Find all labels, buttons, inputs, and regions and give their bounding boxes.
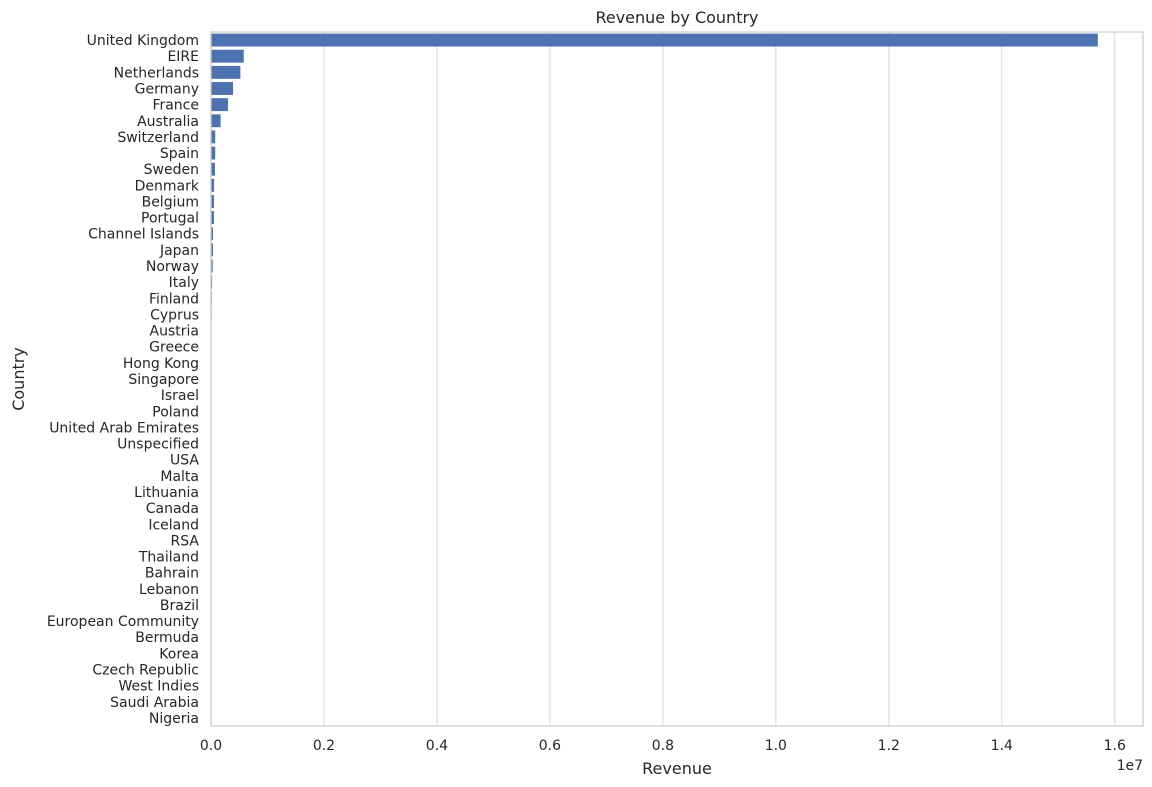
y-tick-label: Germany xyxy=(135,81,199,97)
bar xyxy=(211,114,221,128)
x-tick-label: 1.4 xyxy=(991,738,1013,754)
y-tick-label: Nigeria xyxy=(149,711,199,727)
y-tick-label: Cyprus xyxy=(150,307,199,323)
y-tick-label: Belgium xyxy=(142,194,199,210)
y-tick-label: Japan xyxy=(159,243,199,259)
bar xyxy=(211,162,215,176)
y-tick-label: RSA xyxy=(171,533,200,549)
y-tick-label: Korea xyxy=(159,646,199,662)
y-tick-label: USA xyxy=(170,453,199,469)
gridlines xyxy=(210,32,1116,726)
y-tick-label: Spain xyxy=(160,146,199,162)
x-tick-label: 1.0 xyxy=(765,738,787,754)
y-tick-label: Netherlands xyxy=(114,65,199,81)
y-tick-label: West Indies xyxy=(118,679,199,695)
x-tick-label: 0.4 xyxy=(426,738,448,754)
y-tick-label: Australia xyxy=(137,114,199,130)
y-tick-label: Sweden xyxy=(144,162,199,178)
y-tick-label: Israel xyxy=(161,388,199,404)
bar xyxy=(211,33,1098,47)
x-tick-label: 0.8 xyxy=(652,738,674,754)
y-tick-labels: United KingdomEIRENetherlandsGermanyFran… xyxy=(47,33,200,727)
bar xyxy=(211,49,244,63)
bar xyxy=(211,227,213,241)
bar xyxy=(211,259,213,273)
bar xyxy=(211,130,216,144)
y-axis-title: Country xyxy=(9,347,28,411)
y-tick-label: Bermuda xyxy=(135,630,199,646)
bar xyxy=(211,211,214,225)
plot-frame xyxy=(210,31,1144,727)
y-tick-label: Singapore xyxy=(128,372,199,388)
bar xyxy=(211,65,241,79)
y-tick-label: Iceland xyxy=(148,517,199,533)
y-tick-label: Greece xyxy=(149,340,199,356)
chart-title: Revenue by Country xyxy=(595,8,758,27)
y-tick-label: Poland xyxy=(152,404,199,420)
bar xyxy=(211,146,216,160)
bar xyxy=(211,195,214,208)
y-tick-label: Switzerland xyxy=(117,130,199,146)
y-tick-label: Denmark xyxy=(135,178,200,194)
y-tick-label: Portugal xyxy=(141,211,199,227)
x-scale-label: 1e7 xyxy=(1117,758,1143,774)
y-tick-label: Thailand xyxy=(138,550,199,566)
y-tick-label: Finland xyxy=(149,291,199,307)
y-tick-label: Saudi Arabia xyxy=(110,695,199,711)
y-tick-label: Lebanon xyxy=(139,582,199,598)
bar xyxy=(211,178,215,192)
x-tick-label: 1.2 xyxy=(878,738,900,754)
y-tick-label: Canada xyxy=(146,501,199,517)
y-tick-label: United Kingdom xyxy=(87,33,199,49)
bar xyxy=(211,98,228,112)
y-tick-label: France xyxy=(152,98,199,114)
x-tick-label: 0.0 xyxy=(200,738,222,754)
y-tick-label: Brazil xyxy=(160,598,199,614)
x-tick-label: 1.6 xyxy=(1104,738,1126,754)
y-tick-label: EIRE xyxy=(167,49,199,65)
y-tick-label: Malta xyxy=(160,469,199,485)
y-tick-label: Unspecified xyxy=(117,437,199,453)
x-tick-label: 0.6 xyxy=(539,738,561,754)
bar xyxy=(211,82,234,95)
y-tick-label: Czech Republic xyxy=(92,663,199,679)
y-tick-label: Lithuania xyxy=(134,485,199,501)
y-tick-label: European Community xyxy=(47,614,199,630)
y-tick-label: United Arab Emirates xyxy=(49,420,199,436)
y-tick-label: Norway xyxy=(146,259,199,275)
x-axis-title: Revenue xyxy=(642,759,712,778)
y-tick-label: Hong Kong xyxy=(123,356,199,372)
y-tick-label: Channel Islands xyxy=(88,227,199,243)
x-tick-labels: 0.0 0.2 0.4 0.6 0.8 1.0 1.2 1.4 1.6 xyxy=(200,738,1126,754)
x-tick-label: 0.2 xyxy=(313,738,335,754)
bars xyxy=(211,33,1098,725)
y-tick-label: Bahrain xyxy=(145,566,199,582)
y-tick-label: Austria xyxy=(150,324,199,340)
bar xyxy=(211,243,213,257)
y-tick-label: Italy xyxy=(169,275,199,291)
